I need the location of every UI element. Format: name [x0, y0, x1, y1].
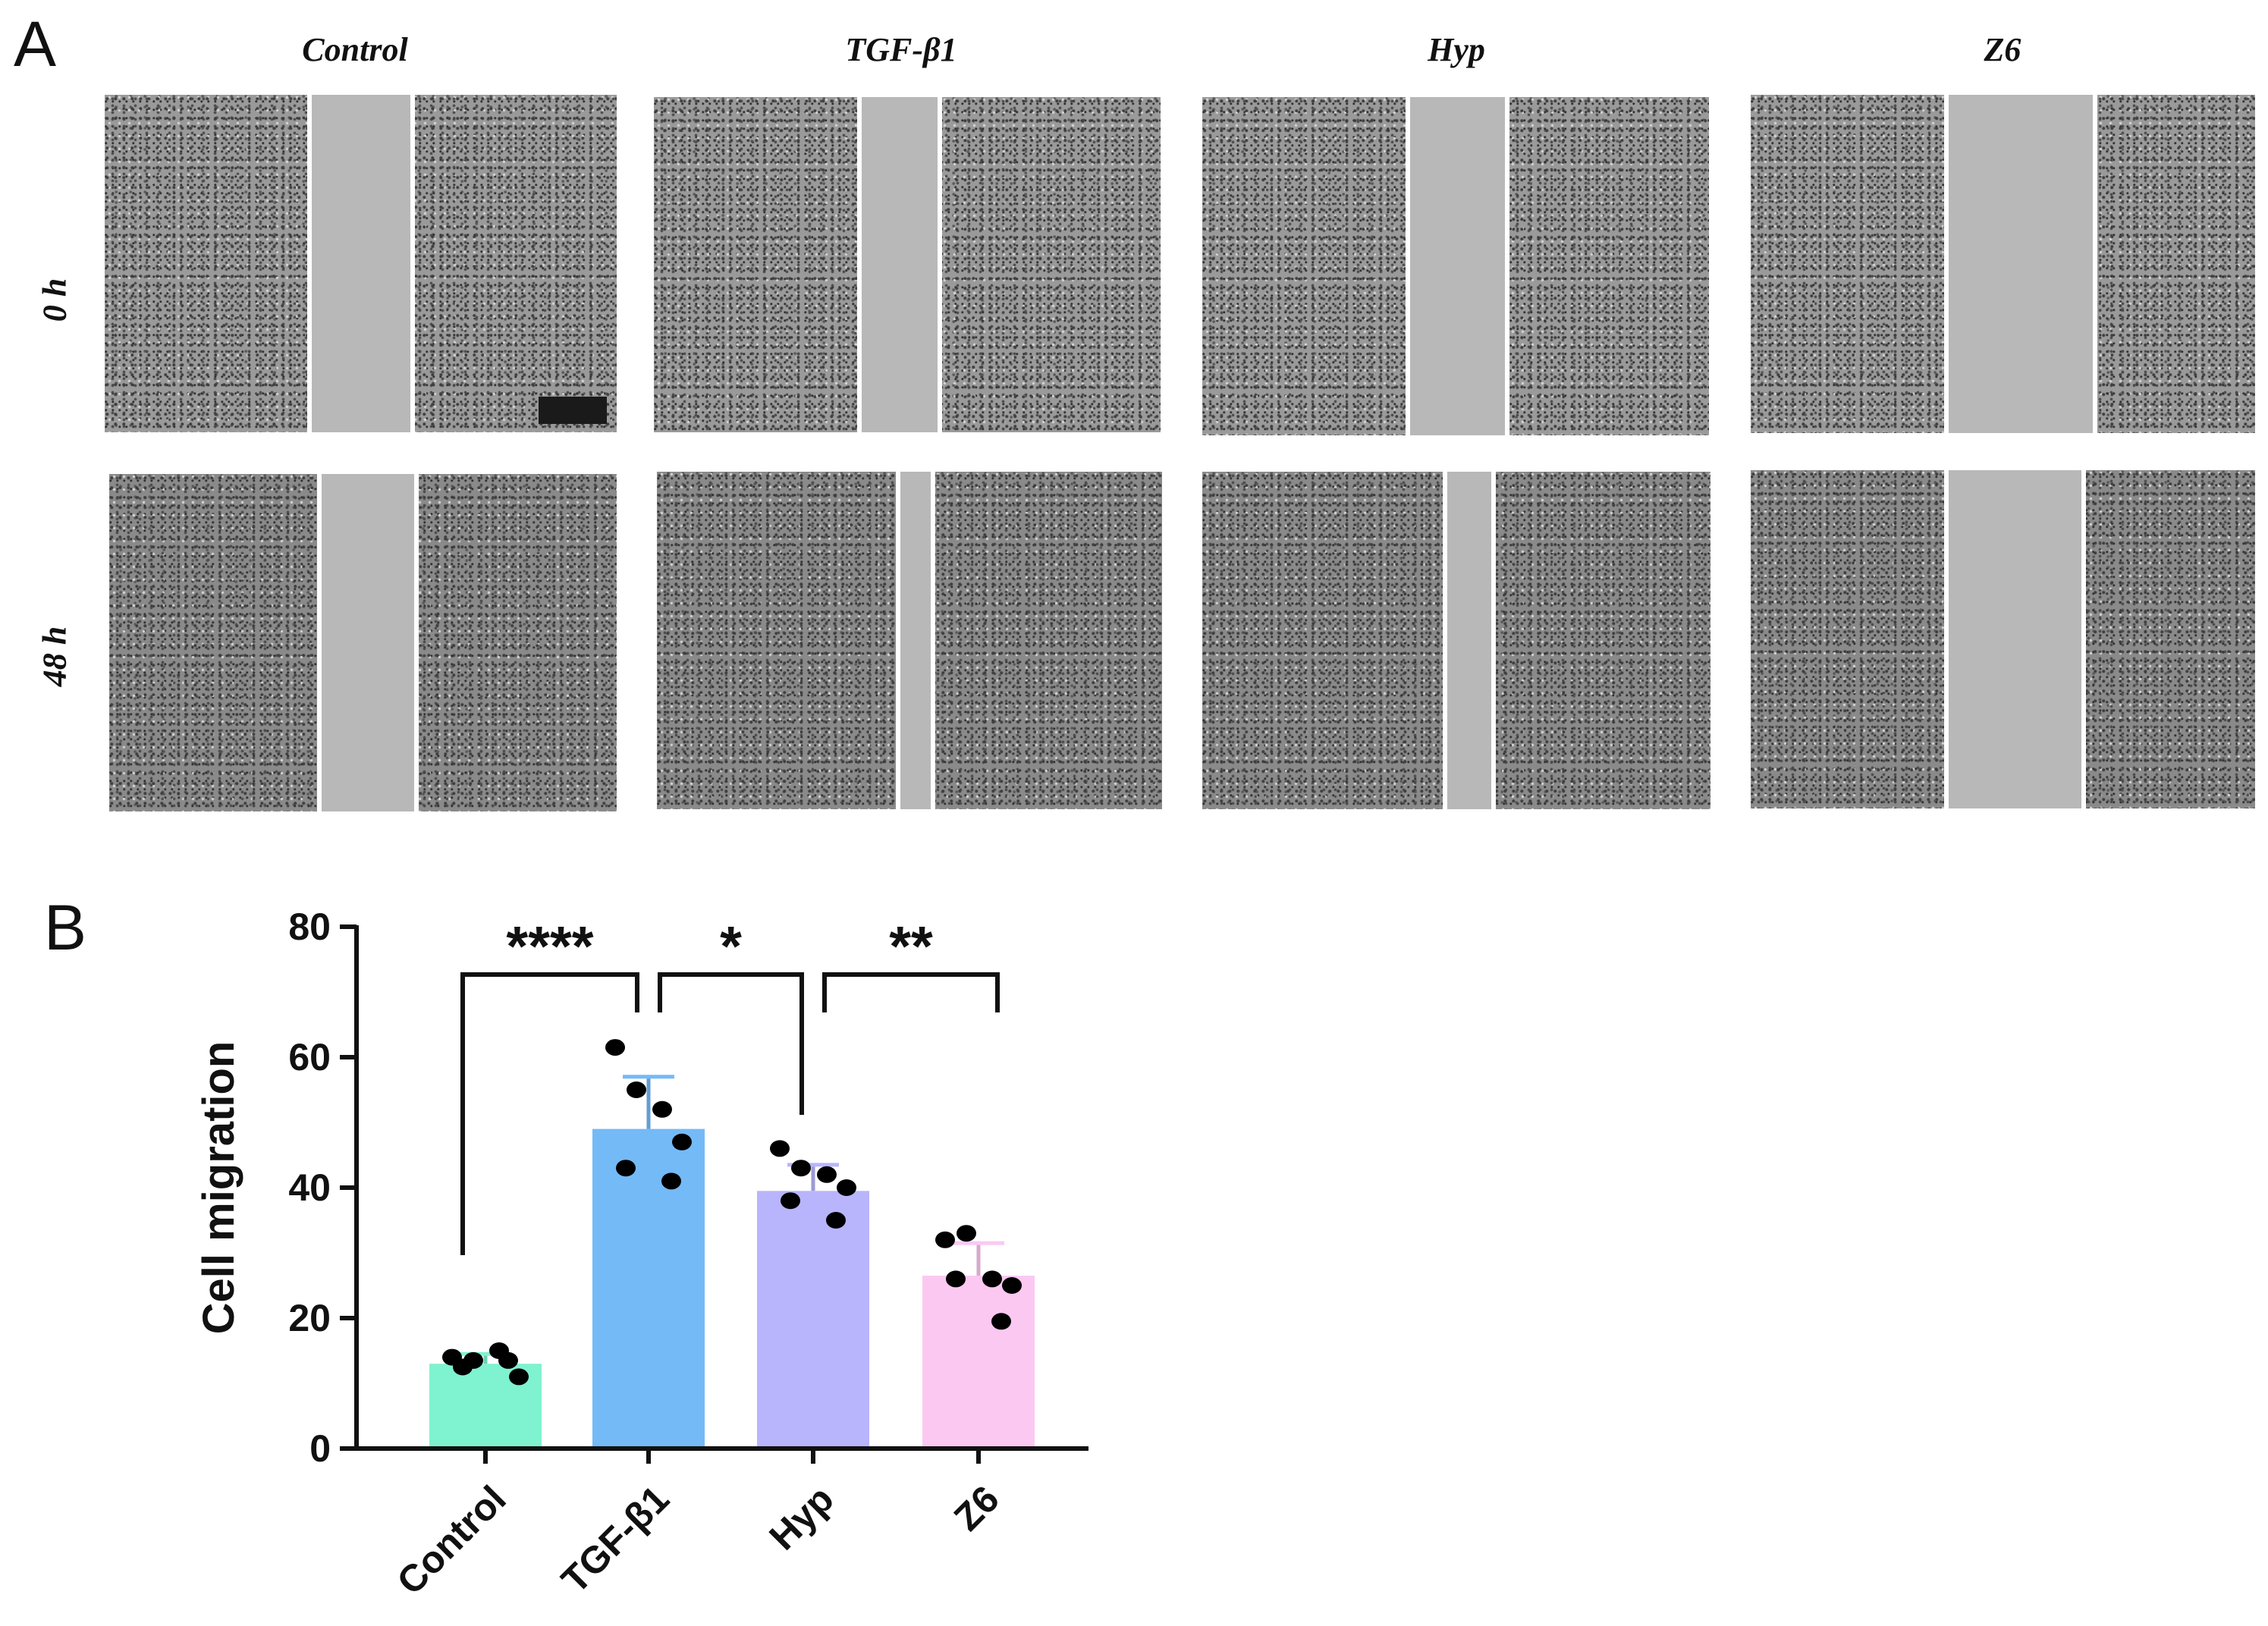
data-point-2-0	[770, 1140, 790, 1157]
category-labels: Control TGF-β1 Hyp Z6	[389, 1477, 1007, 1602]
data-point-2-2	[817, 1166, 837, 1183]
bar-3	[922, 1276, 1035, 1449]
micrograph-control-0h	[105, 95, 617, 432]
y-axis-label: Cell migration	[194, 1041, 243, 1335]
scale-bar	[539, 397, 607, 424]
micrograph-z6-48h	[1751, 470, 2255, 808]
data-point-1-1	[627, 1081, 646, 1098]
bar-2	[757, 1191, 869, 1449]
column-title-hyp: Hyp	[1428, 31, 1485, 68]
data-point-1-5	[661, 1172, 681, 1190]
column-title-tgf: TGF-β1	[845, 31, 957, 68]
panel-a-letter: A	[14, 8, 57, 80]
y-tick-label-3: 60	[288, 1036, 331, 1078]
significance-bracket-2	[822, 972, 1000, 1012]
column-title-control: Control	[302, 31, 408, 68]
significance-label-0: ****	[506, 915, 593, 978]
data-point-0-5	[498, 1351, 518, 1369]
y-axis-ticks: 0 20 40 60 80	[288, 906, 357, 1470]
panel-b-letter: B	[44, 892, 87, 963]
data-point-0-4	[453, 1358, 473, 1376]
micrograph-control-48h	[109, 474, 617, 811]
data-point-3-5	[991, 1313, 1011, 1330]
significance-label-2: **	[889, 915, 933, 978]
data-point-3-4	[946, 1270, 966, 1288]
y-tick-label-2: 40	[288, 1166, 331, 1209]
y-tick-label-4: 80	[288, 906, 331, 948]
micrograph-hyp-0h	[1202, 97, 1709, 435]
row-label-48h: 48 h	[36, 626, 74, 687]
data-point-1-4	[616, 1160, 636, 1177]
data-point-3-3	[1002, 1277, 1022, 1294]
data-point-3-2	[982, 1270, 1002, 1288]
data-point-2-1	[791, 1160, 811, 1177]
bar-1	[592, 1128, 705, 1449]
micrograph-z6-0h	[1751, 95, 2255, 433]
bars	[429, 1128, 1035, 1449]
category-label-0: Control	[389, 1477, 514, 1602]
row-label-0h: 0 h	[36, 278, 74, 322]
data-point-1-2	[652, 1100, 672, 1118]
significance-brackets: **** * **	[460, 915, 1000, 1255]
data-points	[442, 1039, 1022, 1386]
category-label-1: TGF-β1	[553, 1477, 677, 1601]
data-point-0-3	[509, 1368, 529, 1386]
category-label-3: Z6	[946, 1477, 1007, 1539]
significance-label-1: *	[720, 915, 742, 978]
data-point-2-5	[826, 1212, 846, 1229]
significance-bracket-1	[658, 972, 804, 1115]
column-title-z6: Z6	[1984, 31, 2021, 68]
micrograph-hyp-48h	[1202, 472, 1710, 809]
micrograph-tgf-48h	[657, 472, 1162, 809]
y-tick-label-1: 20	[288, 1297, 331, 1339]
significance-bracket-0	[460, 972, 639, 1255]
data-point-3-0	[935, 1231, 955, 1248]
data-point-3-1	[957, 1225, 976, 1242]
y-tick-label-0: 0	[309, 1427, 331, 1470]
data-point-2-4	[781, 1192, 800, 1210]
data-point-1-0	[605, 1039, 625, 1056]
data-point-1-3	[672, 1133, 692, 1150]
axes	[354, 925, 1088, 1464]
data-point-2-3	[837, 1179, 856, 1196]
micrograph-tgf-0h	[654, 97, 1161, 432]
category-label-2: Hyp	[761, 1477, 841, 1558]
